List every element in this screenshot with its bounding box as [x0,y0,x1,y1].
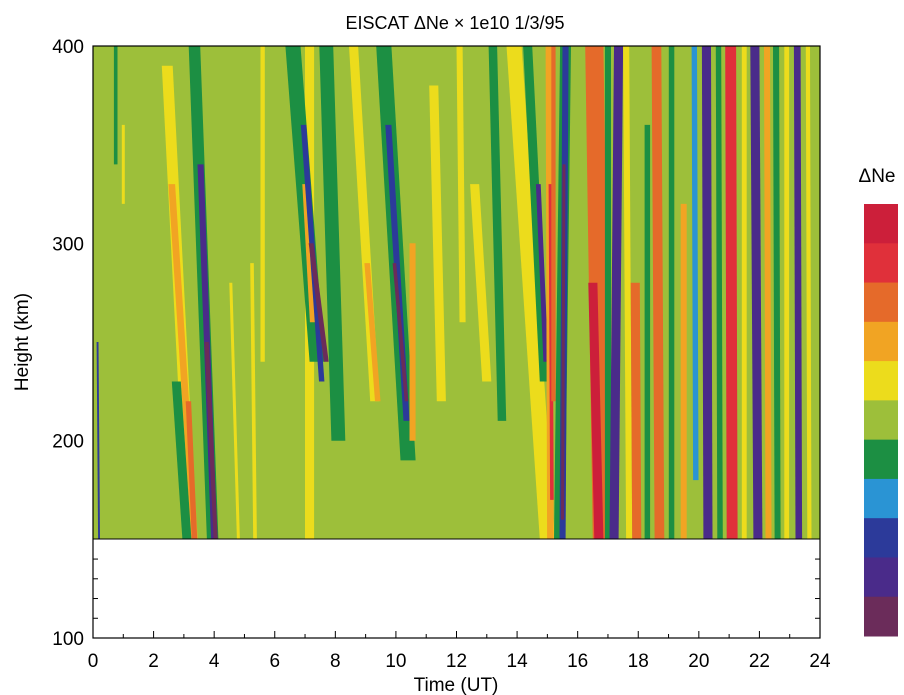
x-tick-label: 0 [88,651,99,672]
heatmap-stripe [319,46,346,441]
colorbar-swatch [864,282,898,323]
heatmap-stripe [609,46,624,540]
heatmap-stripe [456,46,466,323]
colorbar-swatch [864,439,898,480]
heatmap-stripe [429,85,446,402]
x-tick-label: 16 [567,651,588,672]
heatmap-stripe [680,203,687,540]
chart-title: EISCAT ΔNe × 1e10 1/3/95 [346,13,565,33]
y-tick-label: 400 [52,37,84,58]
heatmap-stripe [561,164,566,520]
heatmap-stripe [470,184,492,382]
heatmap-stripe [651,46,665,540]
colorbar-swatch [864,478,898,519]
heatmap-stripe [551,46,556,402]
x-tick-label: 20 [688,651,709,672]
heatmap-stripe [715,46,723,540]
colorbar-swatch [864,596,898,637]
x-tick-label: 18 [628,651,649,672]
x-tick-label: 6 [269,651,280,672]
heatmap-stripe [308,243,329,362]
heatmap-stripe [644,124,651,540]
heatmap-stripe [773,46,781,540]
x-tick-label: 14 [507,651,529,672]
heatmap-stripe [535,184,549,362]
colorbar-swatch [864,361,898,401]
x-tick-label: 4 [209,651,220,672]
heatmap-stripe [113,46,118,165]
x-tick-label: 2 [148,651,159,672]
colorbar-swatch [864,321,898,362]
heatmap-stripe [392,263,409,402]
heatmap-stripes [96,46,812,540]
colorbar-swatch [864,557,898,598]
colorbar-swatch [864,204,898,244]
heatmap-stripe [793,46,803,540]
heatmap-stripe [250,263,257,540]
heatmap-stripe [204,342,218,540]
heatmap-stripe [506,46,555,540]
x-tick-label: 22 [749,651,770,672]
colorbar-swatches [864,204,898,637]
colorbar: ΔNe [859,166,898,637]
heatmap-stripe [604,46,611,540]
heatmap-stripe [409,243,416,441]
x-tick-label: 8 [330,651,341,672]
heatmap-stripe [784,46,790,540]
heatmap-stripe [302,184,316,323]
x-tick-label: 24 [809,651,831,672]
heatmap-plot-area [92,45,821,639]
heatmap-stripe [668,46,675,540]
heatmap-stripe [171,381,192,540]
colorbar-swatch [864,243,898,284]
heatmap-stripe [741,46,747,540]
y-tick-label: 300 [52,234,84,255]
heatmap-stripe [488,46,507,421]
y-tick-label: 200 [52,432,84,453]
heatmap-stripe [623,46,633,540]
heatmap-stripe [750,46,763,540]
heatmap-stripe [121,124,125,204]
x-tick-label: 10 [385,651,406,672]
heatmap-stripe [260,46,265,362]
heatmap-stripe [229,282,240,540]
colorbar-swatch [864,518,898,558]
empty-lower-region [93,539,820,638]
y-axis-label: Height (km) [12,293,33,391]
x-axis: 0 2 4 6 8 10 12 14 16 18 20 22 24 [88,631,831,672]
heatmap-stripe [588,282,604,540]
heatmap-stripe [725,46,738,540]
colorbar-label: ΔNe [859,166,896,187]
heatmap-stripe [185,401,198,540]
y-tick-label: 100 [52,629,84,650]
heatmap-stripe [805,46,812,540]
y-axis: 100 200 300 400 [52,37,820,650]
x-tick-label: 12 [446,651,467,672]
heatmap-stripe [764,46,772,540]
heatmap-stripe [96,342,100,540]
heatmap-stripe [701,46,713,540]
x-axis-label: Time (UT) [414,675,499,695]
heatmap-stripe [364,263,381,402]
heatmap-stripe [691,46,699,481]
heatmap-stripe [630,282,642,540]
colorbar-swatch [864,400,898,441]
